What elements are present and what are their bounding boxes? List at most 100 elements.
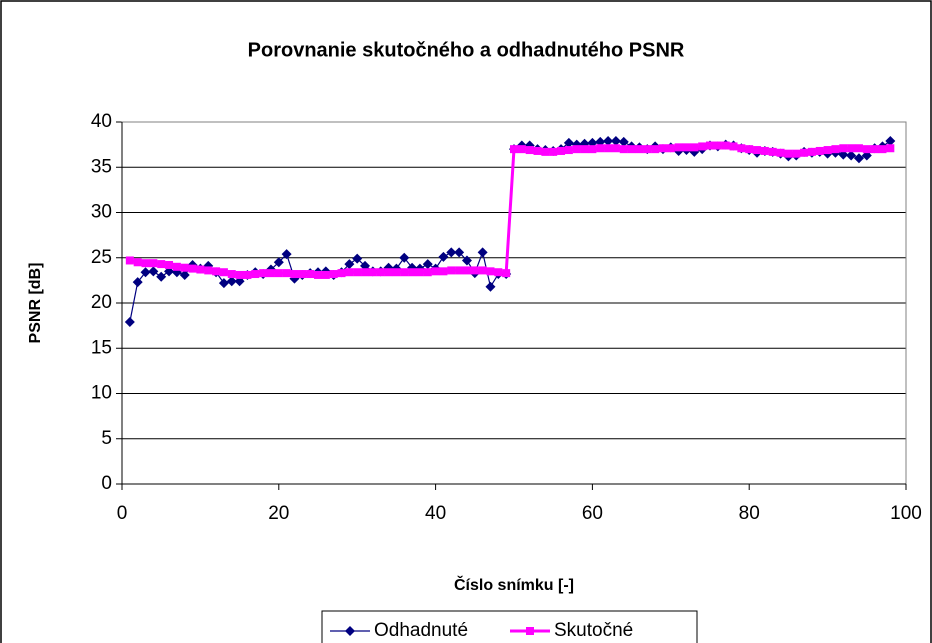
- series-marker: [141, 259, 150, 268]
- series-marker: [399, 252, 410, 263]
- series-marker: [557, 146, 566, 155]
- series-marker: [212, 267, 221, 276]
- series-marker: [337, 269, 346, 278]
- legend-label: Odhadnuté: [374, 620, 468, 641]
- series-marker: [157, 260, 166, 269]
- series-marker: [124, 317, 135, 328]
- series-marker: [165, 260, 174, 269]
- series-marker: [298, 270, 307, 279]
- series-marker: [219, 268, 228, 277]
- series-marker: [878, 145, 887, 154]
- y-tick-label: 35: [91, 156, 112, 177]
- y-tick-label: 5: [101, 428, 112, 449]
- series-marker: [392, 268, 401, 277]
- series-marker: [618, 136, 629, 147]
- series-marker: [792, 149, 801, 158]
- legend-marker: [345, 626, 355, 636]
- series-marker: [666, 144, 675, 153]
- x-tick-label: 40: [425, 503, 446, 524]
- series-marker: [376, 268, 385, 277]
- x-tick-label: 20: [268, 503, 289, 524]
- series-marker: [306, 270, 315, 279]
- series-marker: [658, 144, 667, 153]
- series-marker: [431, 267, 440, 276]
- series-marker: [462, 266, 471, 275]
- series-marker: [345, 268, 354, 277]
- series-marker: [384, 268, 393, 277]
- series-marker: [368, 268, 377, 277]
- series-marker: [776, 148, 785, 157]
- series-marker: [580, 145, 589, 154]
- series-marker: [784, 149, 793, 158]
- series-marker: [549, 147, 558, 156]
- series-marker: [422, 259, 433, 270]
- series-marker: [251, 270, 260, 279]
- series-marker: [846, 150, 857, 161]
- series-marker: [156, 271, 167, 282]
- y-tick-label: 10: [91, 383, 112, 404]
- series-marker: [470, 266, 479, 275]
- series-marker: [281, 249, 292, 260]
- series-marker: [853, 153, 864, 164]
- series-marker: [713, 141, 722, 150]
- series-marker: [266, 269, 275, 278]
- series-marker: [423, 268, 432, 277]
- series-marker: [706, 141, 714, 150]
- series-marker: [768, 147, 777, 156]
- y-tick-label: 40: [91, 111, 112, 132]
- x-tick-label: 100: [890, 503, 922, 524]
- series-marker: [461, 255, 472, 266]
- series-marker: [454, 247, 465, 258]
- series-marker: [149, 259, 158, 268]
- legend-marker: [526, 627, 534, 635]
- series-marker: [651, 145, 660, 154]
- y-axis-label: PSNR [dB]: [27, 263, 44, 344]
- series-marker: [611, 144, 620, 153]
- series-marker: [815, 146, 824, 155]
- series-marker: [627, 145, 636, 154]
- series-marker: [400, 268, 409, 277]
- series-marker: [353, 268, 362, 277]
- series-marker: [438, 251, 449, 262]
- series-marker: [179, 269, 190, 280]
- series-marker: [502, 269, 511, 278]
- series-marker: [352, 253, 363, 264]
- series-marker: [563, 137, 574, 148]
- series-marker: [517, 145, 526, 154]
- series-marker: [690, 143, 699, 152]
- legend-box: [321, 610, 698, 643]
- series-marker: [274, 269, 283, 278]
- x-tick-label: 60: [582, 503, 603, 524]
- series-marker: [218, 278, 229, 289]
- series-marker: [132, 277, 143, 288]
- series-marker: [140, 267, 151, 278]
- series-marker: [415, 268, 424, 277]
- series-marker: [494, 268, 503, 277]
- series-marker: [862, 145, 871, 154]
- series-marker: [361, 268, 370, 277]
- series-marker: [721, 141, 730, 150]
- series-marker: [760, 146, 769, 155]
- series-marker: [133, 258, 142, 267]
- series-marker: [447, 266, 456, 275]
- series-marker: [525, 146, 534, 155]
- series-marker: [839, 144, 848, 153]
- series-marker: [439, 267, 448, 276]
- x-tick-label: 80: [739, 503, 760, 524]
- series-marker: [446, 247, 457, 258]
- series-marker: [227, 270, 236, 279]
- series-marker: [180, 263, 189, 272]
- series-marker: [610, 136, 621, 147]
- series-marker: [455, 266, 464, 275]
- series-marker: [125, 256, 134, 265]
- series-marker: [753, 146, 762, 155]
- series-marker: [807, 147, 816, 156]
- series-marker: [854, 144, 863, 153]
- series-marker: [314, 270, 322, 279]
- series-marker: [823, 146, 832, 155]
- series-marker: [510, 145, 518, 154]
- series-marker: [603, 136, 614, 147]
- series-marker: [737, 144, 746, 153]
